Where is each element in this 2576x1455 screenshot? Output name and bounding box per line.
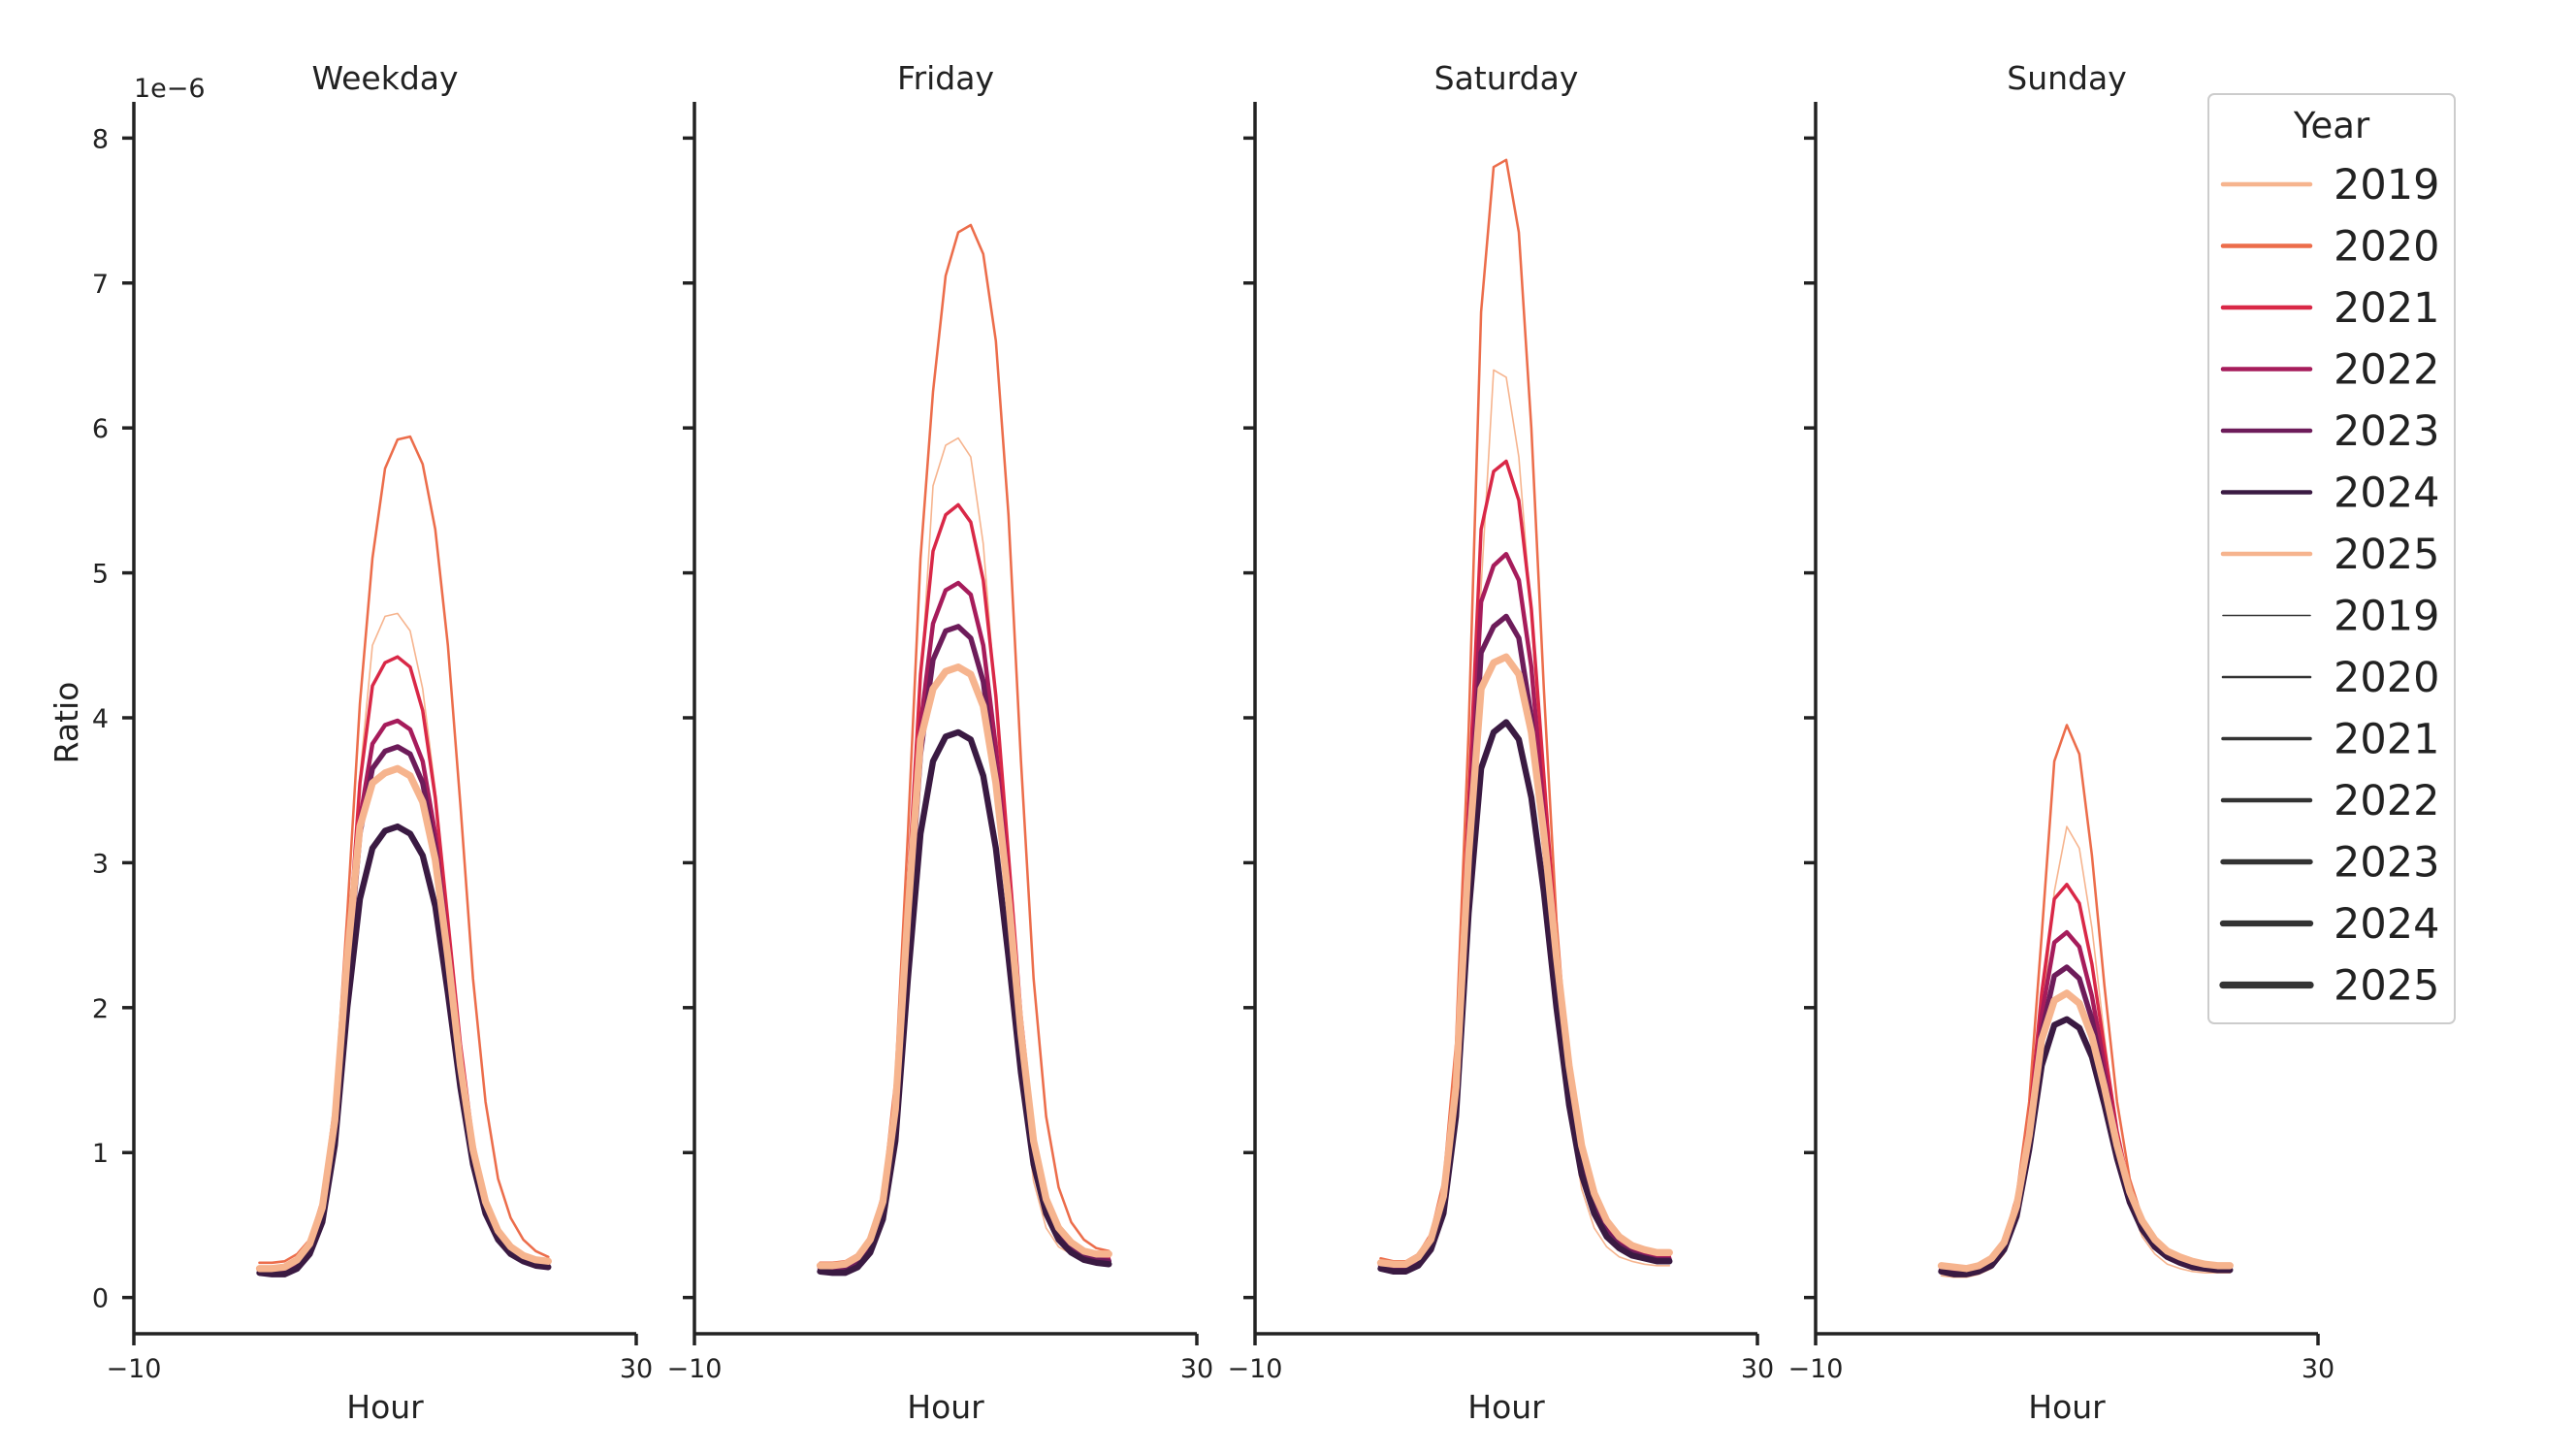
y-tick-label: 2 — [92, 994, 109, 1024]
series-line-2024 — [1377, 719, 1673, 1275]
x-axis-label: Hour — [346, 1388, 424, 1426]
x-tick-label: 30 — [2302, 1354, 2334, 1384]
legend-label: 2021 — [2334, 284, 2439, 333]
legend-label: 2019 — [2334, 593, 2439, 641]
series-line-2019 — [1940, 825, 2232, 1278]
x-tick-label: −10 — [667, 1354, 723, 1384]
legend-label: 2025 — [2334, 962, 2439, 1011]
series-line-2019 — [819, 436, 1111, 1272]
x-tick-label: −10 — [107, 1354, 162, 1384]
x-axis-label: Hour — [2028, 1388, 2106, 1426]
x-tick-label: 30 — [620, 1354, 653, 1384]
y-tick-label: 8 — [92, 124, 109, 154]
series-line-2021 — [1939, 883, 2233, 1273]
legend-label: 2023 — [2334, 839, 2439, 888]
legend-label: 2019 — [2334, 161, 2439, 210]
series-line-2020 — [819, 223, 1111, 1265]
panel-saturday: Saturday −10 30 Hour — [1228, 59, 1775, 1426]
series-line-2025 — [1937, 989, 2234, 1273]
series-line-2023 — [817, 624, 1112, 1274]
x-tick-label: 30 — [1180, 1354, 1213, 1384]
y-tick-label: 7 — [92, 270, 109, 300]
series-line-2023 — [256, 744, 551, 1275]
x-tick-label: −10 — [1788, 1354, 1844, 1384]
y-axis-label: Ratio — [48, 682, 85, 764]
legend-label: 2024 — [2334, 469, 2439, 518]
panel-title: Sunday — [2007, 59, 2126, 97]
y-tick-label: 4 — [92, 704, 109, 734]
legend-label: 2020 — [2334, 654, 2439, 702]
legend-label: 2022 — [2334, 777, 2439, 825]
series-line-2025 — [255, 764, 552, 1273]
legend-label: 2025 — [2334, 531, 2439, 579]
series-line-2022 — [257, 718, 551, 1273]
series-line-2021 — [818, 502, 1111, 1270]
panel-sunday: Sunday −10 30 Hour — [1788, 59, 2335, 1426]
series-line-2025 — [816, 663, 1112, 1270]
series-line-2025 — [1376, 653, 1673, 1268]
series-line-2024 — [817, 728, 1112, 1277]
panel-weekday: Weekday 0 1 2 3 4 5 6 7 8 −10 30 Hour — [92, 59, 653, 1426]
panel-friday: Friday −10 30 Hour — [667, 59, 1214, 1426]
y-tick-label: 5 — [92, 560, 109, 590]
legend-label: 2024 — [2334, 900, 2439, 949]
legend-box — [2207, 93, 2456, 1024]
series-line-2020 — [258, 435, 550, 1265]
legend-label: 2020 — [2334, 223, 2439, 272]
y-tick-label: 3 — [92, 849, 109, 879]
series-line-2024 — [1938, 1016, 2234, 1277]
y-tick-label: 6 — [92, 414, 109, 444]
legend-label: 2021 — [2334, 716, 2439, 764]
legend-label: 2022 — [2334, 346, 2439, 395]
y-tick-label: 0 — [92, 1284, 109, 1314]
y-tick-label: 1 — [92, 1139, 109, 1169]
panel-title: Saturday — [1434, 59, 1579, 97]
y-offset-label: 1e−6 — [134, 74, 206, 104]
series-line-2019 — [258, 612, 550, 1274]
series-line-2021 — [1378, 459, 1672, 1268]
legend: Year 2019 2020 2021 2022 2023 2024 2025 2019 2020… — [2207, 93, 2456, 1024]
series-line-2019 — [1379, 369, 1671, 1270]
panel-title: Friday — [897, 59, 994, 97]
series-line-2022 — [1939, 929, 2233, 1275]
x-tick-label: 30 — [1741, 1354, 1774, 1384]
series-line-2024 — [256, 823, 552, 1277]
x-axis-label: Hour — [907, 1388, 984, 1426]
legend-label: 2023 — [2334, 407, 2439, 456]
panel-title: Weekday — [311, 59, 458, 97]
x-tick-label: −10 — [1228, 1354, 1283, 1384]
legend-title: Year — [2293, 105, 2370, 146]
x-axis-label: Hour — [1467, 1388, 1545, 1426]
series-line-2022 — [818, 580, 1111, 1272]
panels: Weekday 0 1 2 3 4 5 6 7 8 −10 30 Hour Friday −10 30 Hour… — [92, 59, 2334, 1426]
